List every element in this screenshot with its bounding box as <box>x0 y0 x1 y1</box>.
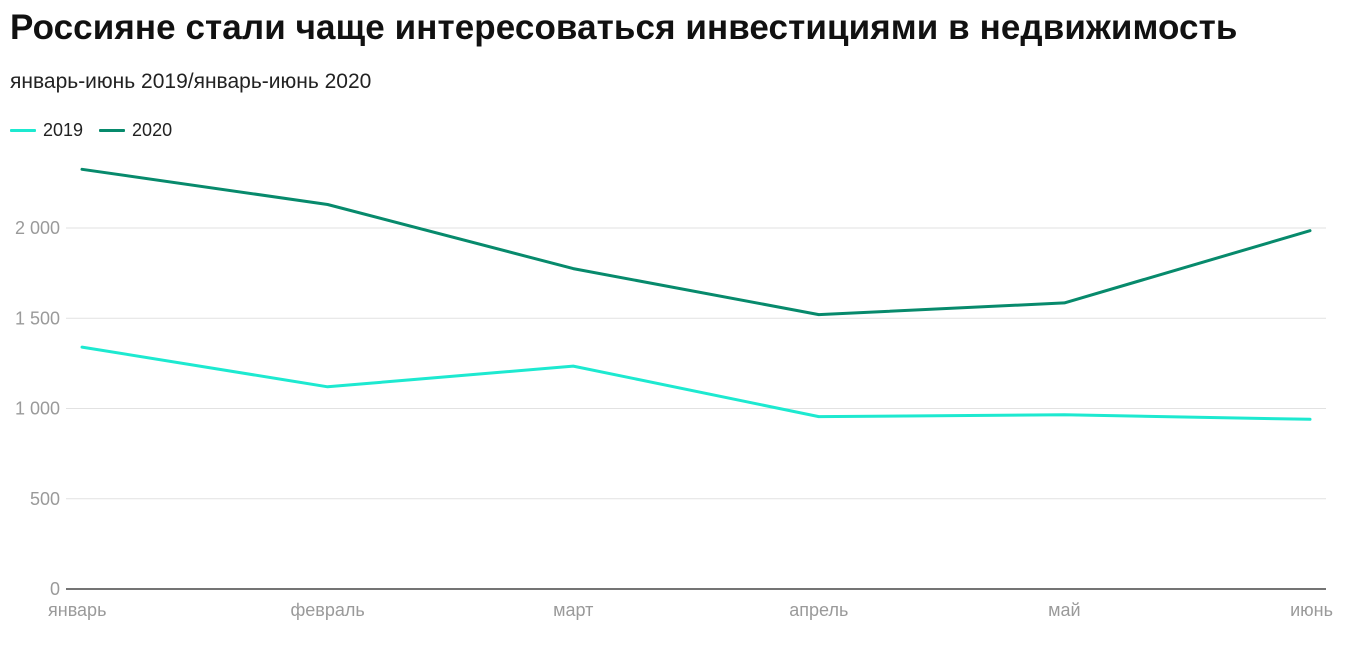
y-tick-label: 1 000 <box>15 399 60 419</box>
x-tick-label: февраль <box>290 600 364 620</box>
legend-item-2019: 2019 <box>10 120 83 141</box>
x-tick-label: март <box>553 600 593 620</box>
legend-label-2020: 2020 <box>132 120 173 140</box>
x-tick-label: июнь <box>1290 600 1333 620</box>
legend-swatch-2019 <box>10 129 36 132</box>
y-tick-label: 0 <box>50 579 60 599</box>
series-line-2020 <box>80 167 1312 317</box>
chart-title: Россияне стали чаще интересоваться инвес… <box>10 8 1238 47</box>
x-tick-label: апрель <box>789 600 848 620</box>
legend-swatch-2020 <box>99 129 126 132</box>
y-tick-label: 500 <box>30 489 60 509</box>
chart-subtitle: январь-июнь 2019/январь-июнь 2020 <box>10 70 372 93</box>
x-tick-label: январь <box>48 600 106 620</box>
series-line-2019 <box>80 345 1312 421</box>
legend-item-2020: 2020 <box>99 120 172 141</box>
x-tick-label: май <box>1048 600 1080 620</box>
y-tick-label: 2 000 <box>15 218 60 238</box>
y-tick-label: 1 500 <box>15 308 60 328</box>
legend: 2019 2020 <box>10 120 188 141</box>
legend-label-2019: 2019 <box>43 120 84 140</box>
